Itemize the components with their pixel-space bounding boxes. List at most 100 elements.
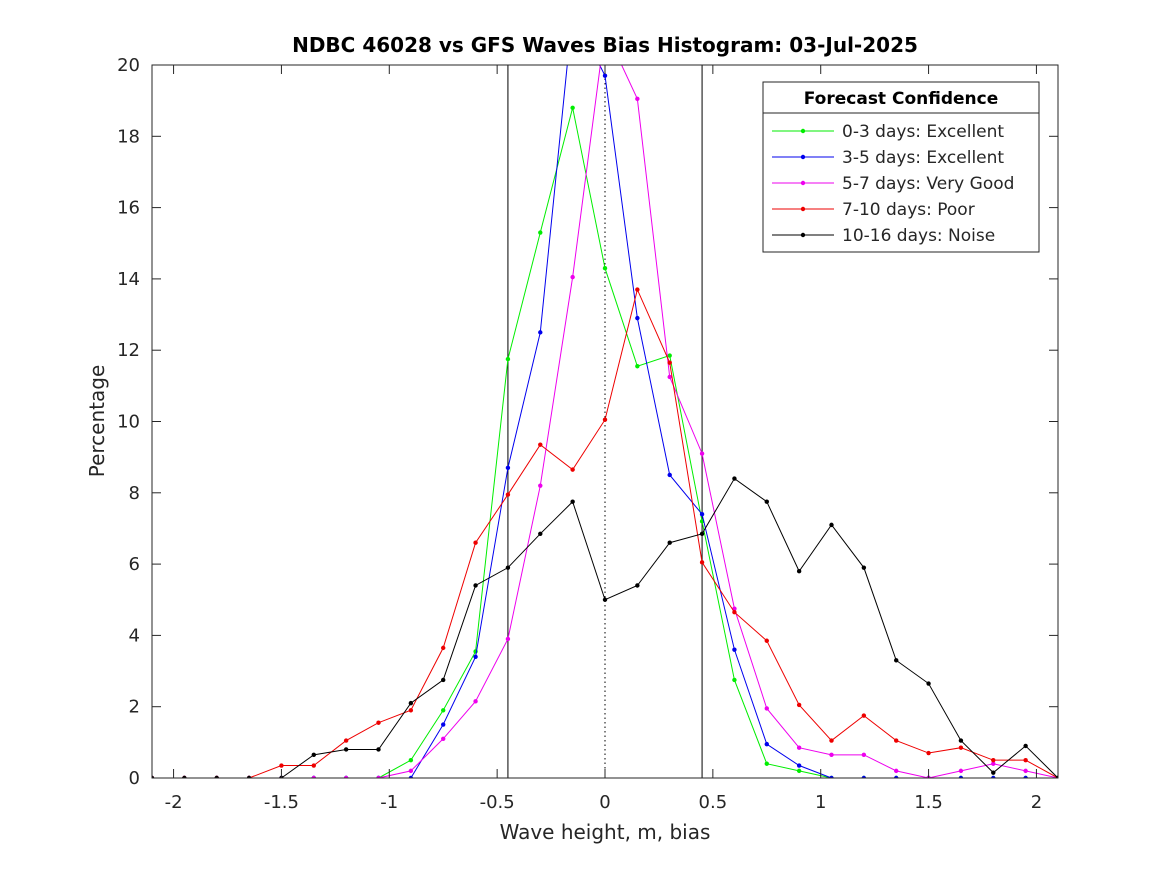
data-point	[829, 522, 834, 528]
data-point	[1023, 743, 1028, 749]
data-point	[538, 442, 543, 447]
data-point	[926, 681, 931, 686]
data-point	[699, 511, 705, 517]
y-tick-label: 20	[117, 55, 140, 76]
data-point	[376, 720, 381, 725]
x-tick-label: -2	[165, 792, 183, 813]
data-point	[991, 770, 996, 775]
data-point	[667, 540, 672, 545]
data-point	[796, 763, 802, 768]
x-tick-label: 0.5	[699, 792, 728, 813]
x-tick-label: -1.5	[264, 792, 299, 813]
chart-title: NDBC 46028 vs GFS Waves Bias Histogram: …	[292, 33, 918, 57]
data-point	[311, 752, 316, 758]
data-point	[538, 531, 543, 536]
data-point	[570, 467, 575, 472]
data-point	[732, 647, 737, 652]
data-point	[343, 775, 349, 778]
data-point	[699, 560, 705, 565]
data-point	[441, 645, 446, 651]
legend-swatch-marker	[800, 232, 806, 238]
data-point	[732, 610, 737, 615]
data-point	[408, 768, 414, 774]
data-point	[408, 757, 414, 763]
data-point	[667, 360, 672, 365]
data-point	[958, 775, 964, 778]
data-point	[796, 768, 802, 774]
x-tick-label: -1	[380, 792, 398, 813]
data-point	[926, 750, 931, 756]
data-point	[829, 738, 834, 743]
data-point	[829, 752, 834, 758]
data-point	[214, 775, 219, 778]
data-point	[570, 105, 575, 110]
y-tick-label: 18	[117, 126, 140, 147]
data-point	[667, 353, 672, 358]
data-point	[894, 658, 899, 663]
legend-items: 0-3 days: Excellent 3-5 days: Excellent 5-…	[772, 122, 1014, 246]
legend-item: 3-5 days: Excellent	[772, 148, 1004, 168]
x-tick-label: 2	[1031, 792, 1042, 813]
legend-box	[762, 81, 1040, 253]
y-tick-label: 6	[129, 554, 140, 575]
data-point	[343, 747, 349, 752]
legend-item: 7-10 days: Poor	[772, 200, 975, 220]
data-point	[635, 583, 640, 588]
x-tick-label: 1	[815, 792, 826, 813]
data-point	[1055, 775, 1058, 778]
y-tick-label: 4	[129, 625, 140, 646]
y-tick-label: 0	[129, 768, 140, 789]
legend-label: 5-7 days: Very Good	[842, 174, 1014, 194]
data-point	[958, 745, 964, 750]
data-point	[991, 761, 996, 766]
y-tick-label: 8	[129, 483, 140, 504]
data-point	[1023, 768, 1028, 774]
legend-label: 7-10 days: Poor	[842, 200, 975, 220]
data-point	[473, 583, 478, 588]
data-point	[635, 96, 640, 102]
data-point	[894, 768, 899, 774]
x-axis-label: Wave height, m, bias	[500, 820, 711, 844]
data-point	[602, 417, 608, 422]
data-point	[279, 763, 284, 768]
data-point	[764, 638, 769, 643]
data-point	[538, 483, 543, 488]
legend-item: 5-7 days: Very Good	[772, 174, 1014, 194]
legend-item: 10-16 days: Noise	[772, 226, 995, 246]
legend-label: 3-5 days: Excellent	[842, 148, 1004, 168]
y-tick-label: 10	[117, 412, 140, 433]
data-point	[699, 531, 705, 536]
data-point	[538, 330, 543, 335]
data-point	[505, 636, 511, 642]
data-point	[538, 230, 543, 235]
data-point	[764, 741, 769, 747]
data-point	[505, 356, 511, 362]
data-point	[473, 540, 478, 545]
data-point	[441, 708, 446, 713]
data-point	[667, 374, 672, 380]
data-point	[991, 757, 996, 763]
data-point	[764, 499, 769, 504]
x-tick-label: -0.5	[480, 792, 515, 813]
data-point	[408, 775, 414, 778]
data-point	[764, 761, 769, 766]
data-point	[473, 654, 478, 659]
data-point	[441, 736, 446, 741]
data-point	[732, 677, 737, 683]
data-point	[311, 763, 316, 768]
x-tick-label: 0	[599, 792, 610, 813]
data-point	[991, 775, 996, 778]
legend-label: 10-16 days: Noise	[842, 226, 995, 246]
data-point	[764, 706, 769, 711]
data-point	[635, 287, 640, 292]
data-point	[958, 768, 964, 774]
data-point	[861, 565, 867, 570]
legend-label: 0-3 days: Excellent	[842, 122, 1004, 142]
data-point	[473, 699, 478, 704]
legend-title: Forecast Confidence	[804, 89, 999, 109]
data-point	[635, 364, 640, 369]
data-point	[505, 565, 511, 570]
data-point	[732, 476, 737, 481]
